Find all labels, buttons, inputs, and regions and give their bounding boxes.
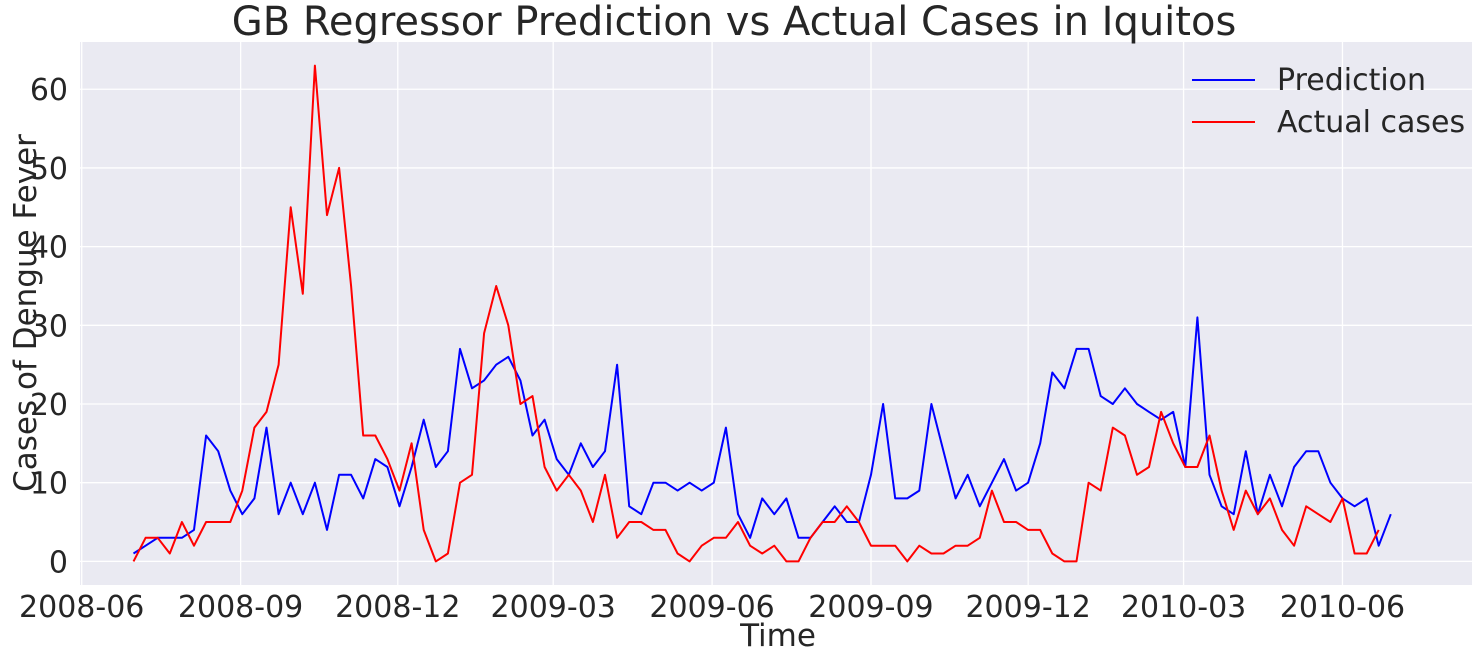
legend: Prediction Actual cases	[1192, 63, 1465, 140]
y-tick-label: 30	[30, 309, 68, 344]
y-axis-ticks: 0 10 20 30 40 50 60	[30, 73, 68, 580]
y-tick-label: 0	[49, 545, 68, 580]
x-tick-label: 2010-03	[1121, 590, 1246, 625]
x-tick-label: 2009-09	[808, 590, 933, 625]
plot-area	[80, 42, 1472, 585]
x-tick-label: 2009-12	[965, 590, 1090, 625]
x-tick-label: 2008-09	[178, 590, 303, 625]
grid	[80, 42, 1472, 585]
prediction-line	[132, 316, 1392, 555]
y-tick-label: 40	[30, 231, 68, 266]
y-tick-label: 10	[30, 467, 68, 502]
x-axis-label: Time	[739, 618, 816, 654]
actual-cases-line	[132, 64, 1380, 563]
y-tick-label: 50	[30, 152, 68, 187]
legend-label-actual: Actual cases	[1277, 105, 1465, 140]
x-tick-label: 2010-06	[1280, 590, 1405, 625]
legend-label-prediction: Prediction	[1277, 63, 1426, 98]
data-lines	[132, 64, 1392, 563]
y-axis-label: Cases of Dengue Fever	[8, 134, 44, 492]
x-tick-label: 2008-12	[335, 590, 460, 625]
x-axis-ticks: 2008-06 2008-09 2008-12 2009-03 2009-06 2009-…	[19, 590, 1405, 625]
chart-title: GB Regressor Prediction vs Actual Cases …	[232, 0, 1237, 45]
x-tick-label: 2009-06	[649, 590, 774, 625]
y-tick-label: 20	[30, 388, 68, 423]
x-tick-label: 2008-06	[19, 590, 144, 625]
x-tick-label: 2009-03	[491, 590, 616, 625]
y-tick-label: 60	[30, 73, 68, 108]
